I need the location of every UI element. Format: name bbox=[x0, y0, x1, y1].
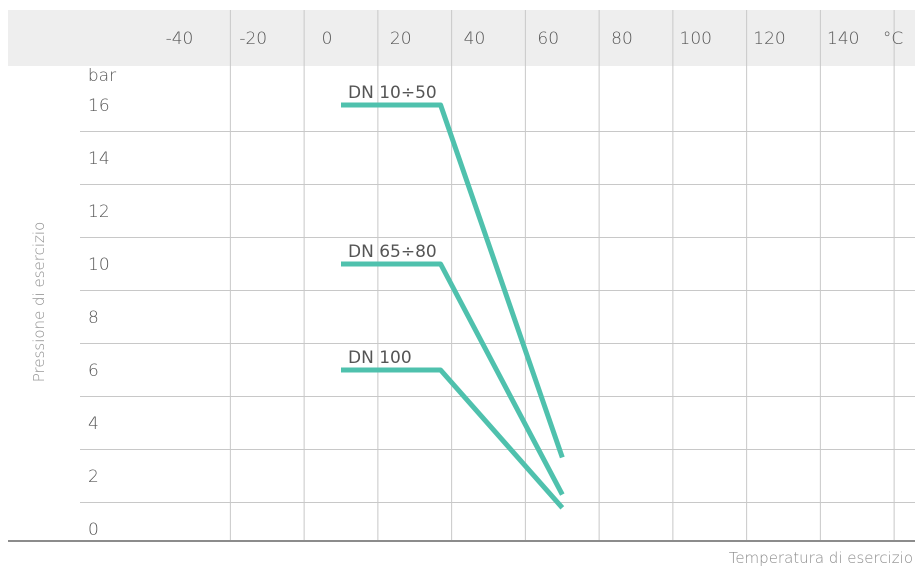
series-label: DN 100 bbox=[348, 348, 412, 368]
vertical-gridlines bbox=[229, 10, 895, 541]
x-tick-label: 120 bbox=[753, 29, 785, 49]
y-axis-title: Pressione di esercizio bbox=[30, 222, 48, 383]
x-tick-label: 40 bbox=[464, 29, 486, 49]
x-axis-title: Temperatura di esercizio bbox=[729, 549, 913, 567]
x-tick-label: 80 bbox=[611, 29, 633, 49]
series-line bbox=[341, 261, 565, 496]
series-label: DN 65÷80 bbox=[348, 242, 437, 262]
series-line bbox=[341, 102, 565, 459]
series-line bbox=[341, 367, 565, 510]
x-unit-label: °C bbox=[883, 29, 903, 49]
y-unit-label: bar bbox=[88, 66, 116, 86]
y-tick-labels: 0 2 4 6 8 10 12 14 16 bbox=[88, 96, 110, 540]
y-tick-label: 8 bbox=[88, 308, 99, 328]
y-tick-label: 14 bbox=[88, 149, 110, 169]
y-tick-label: 2 bbox=[88, 467, 99, 487]
series-group: DN 10÷50 DN 65÷80 DN 100 bbox=[341, 83, 565, 510]
y-tick-label: 0 bbox=[88, 520, 99, 540]
y-tick-label: 12 bbox=[88, 202, 110, 222]
x-tick-label: -40 bbox=[166, 29, 194, 49]
y-tick-label: 6 bbox=[88, 361, 99, 381]
y-tick-label: 10 bbox=[88, 255, 110, 275]
y-tick-label: 16 bbox=[88, 96, 110, 116]
x-tick-label: 60 bbox=[537, 29, 559, 49]
x-tick-labels: -40 -20 0 20 40 60 80 100 120 140 bbox=[166, 29, 860, 49]
horizontal-gridlines bbox=[80, 131, 915, 503]
header-band bbox=[8, 10, 915, 66]
x-tick-label: 140 bbox=[827, 29, 859, 49]
x-tick-label: 0 bbox=[322, 29, 333, 49]
x-tick-label: 20 bbox=[390, 29, 412, 49]
series-label: DN 10÷50 bbox=[348, 83, 437, 103]
y-tick-label: 4 bbox=[88, 414, 99, 434]
x-tick-label: 100 bbox=[680, 29, 712, 49]
x-tick-label: -20 bbox=[239, 29, 267, 49]
